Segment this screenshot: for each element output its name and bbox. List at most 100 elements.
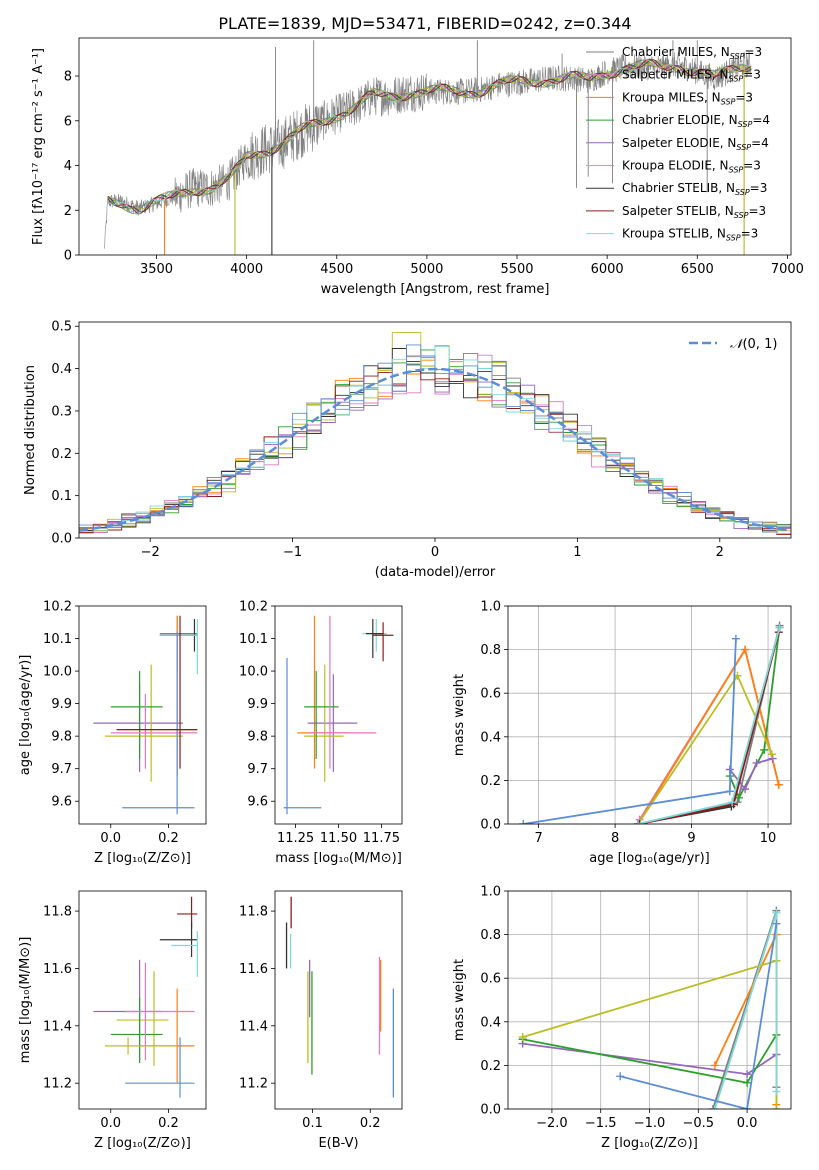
x-axis-label: wavelength [Angstrom, rest frame] — [321, 282, 550, 297]
panel-residuals: −2 −1 0 1 2 0.0 0.1 0.2 0.3 0.4 0.5 (data-model)/er… — [23, 320, 792, 580]
plot-area — [285, 896, 394, 1098]
y-tick-label: 10.1 — [43, 632, 72, 647]
y-tick-label: 10.0 — [239, 665, 268, 680]
y-axis-label: Normed distribution — [23, 365, 38, 495]
x-tick-label: 4000 — [230, 262, 263, 277]
x-tick-label: 0.2 — [360, 1116, 381, 1131]
model-line — [107, 58, 752, 215]
y-tick-label: 6 — [64, 114, 72, 129]
x-axis-label: E(B-V) — [318, 1136, 358, 1151]
plot-area — [93, 896, 198, 1098]
panel-age_vs_mass: 11.25 11.50 11.75 9.6 9.7 9.8 9.9 10.0 10.1 10.2 m… — [239, 600, 403, 866]
panel-massweight_vs_age: 7 8 9 10 0.0 0.2 0.4 0.6 0.8 1.0 age [log₁₀(age/yr… — [452, 600, 792, 866]
y-axis-label: mass weight — [452, 959, 467, 1041]
x-tick-label: −2 — [141, 545, 160, 560]
weight-marker — [725, 787, 734, 796]
weight-marker — [734, 793, 743, 802]
plot-area — [104, 40, 752, 255]
x-tick-label: −1.0 — [634, 1116, 666, 1131]
plot-area — [518, 906, 781, 1109]
y-tick-label: 4 — [64, 159, 72, 174]
y-tick-label: 9.7 — [51, 762, 72, 777]
axes-frame — [78, 37, 792, 256]
x-tick-label: 3500 — [140, 262, 173, 277]
weight-marker — [774, 780, 783, 789]
axes-frame — [507, 890, 792, 1110]
weight-line — [714, 912, 778, 1109]
x-tick-label: 0 — [431, 545, 439, 560]
y-tick-label: 0.2 — [480, 774, 501, 789]
legend-entry: Salpeter MILES, NSSP=3 — [622, 68, 761, 84]
weight-marker — [710, 1061, 719, 1070]
panel-spectrum: 3500 4000 4500 5000 5500 6000 6500 7000 0 2 4 6 8 wav… — [31, 37, 804, 297]
y-tick-label: 0.2 — [51, 447, 72, 462]
x-axis-label: (data-model)/error — [375, 565, 496, 580]
plot-area — [79, 332, 791, 536]
y-tick-label: 1.0 — [480, 600, 501, 615]
y-tick-label: 11.2 — [239, 1077, 268, 1092]
weight-marker — [767, 750, 776, 759]
y-tick-label: 0.0 — [480, 818, 501, 833]
x-tick-label: 2 — [716, 545, 724, 560]
x-axis-label: Z [log₁₀(Z/Z⊙)] — [94, 1136, 191, 1151]
x-axis-label: Z [log₁₀(Z/Z⊙)] — [601, 1136, 698, 1151]
x-tick-label: −2.0 — [536, 1116, 568, 1131]
y-tick-label: 9.9 — [247, 697, 268, 712]
x-tick-label: 0.1 — [302, 1116, 323, 1131]
weight-marker — [741, 785, 750, 794]
x-tick-label: 0.0 — [100, 831, 121, 846]
panel-massweight_vs_Z: −2.0 −1.5 −1.0 −0.5 0.0 0.0 0.2 0.4 0.6 0.8 1.0 Z [… — [452, 885, 792, 1151]
x-tick-label: 7 — [534, 831, 542, 846]
y-tick-label: 0.4 — [480, 730, 501, 745]
y-axis-label: mass [log₁₀(M/M⊙)] — [18, 937, 33, 1064]
weight-marker — [710, 1105, 719, 1109]
x-tick-label: −1.5 — [585, 1116, 617, 1131]
weight-marker — [772, 908, 781, 917]
axes-frame — [78, 605, 207, 825]
x-tick-label: 8 — [611, 831, 619, 846]
weight-marker — [760, 745, 769, 754]
model-line — [107, 58, 752, 215]
y-tick-label: 10.1 — [239, 632, 268, 647]
x-tick-label: 0.0 — [737, 1116, 758, 1131]
x-axis-label: Z [log₁₀(Z/Z⊙)] — [94, 851, 191, 866]
legend-entry: Chabrier STELIB, NSSP=3 — [622, 181, 767, 197]
y-tick-label: 0.1 — [51, 489, 72, 504]
weight-line — [523, 638, 737, 824]
weight-marker — [616, 1072, 625, 1081]
x-tick-label: 4500 — [320, 262, 353, 277]
y-tick-label: 9.8 — [51, 730, 72, 745]
y-tick-label: 11.8 — [43, 905, 72, 920]
y-tick-label: 0.8 — [480, 928, 501, 943]
y-tick-label: 9.8 — [247, 730, 268, 745]
axes-frame — [78, 890, 207, 1110]
y-axis-label: mass weight — [452, 674, 467, 756]
weight-marker — [772, 919, 781, 928]
legend-entry: 𝒩(0, 1) — [730, 337, 777, 352]
axes-frame — [274, 605, 403, 825]
panel-mass_vs_EBV: 0.1 0.2 11.2 11.4 11.6 11.8 E(B-V) — [239, 890, 403, 1151]
y-axis-label: Flux [fλ10⁻¹⁷ erg cm⁻² s⁻¹ A⁻¹] — [31, 48, 46, 245]
y-tick-label: 11.6 — [239, 962, 268, 977]
axes-frame — [78, 321, 792, 539]
x-tick-label: 0.2 — [158, 831, 179, 846]
x-tick-label: 5500 — [500, 262, 533, 277]
y-tick-label: 11.2 — [43, 1077, 72, 1092]
x-tick-label: −1 — [283, 545, 302, 560]
legend-entry: Kroupa MILES, NSSP=3 — [622, 90, 753, 106]
axes-frame — [507, 605, 792, 825]
legend: Chabrier MILES, NSSP=3 Salpeter MILES, NS… — [586, 45, 770, 243]
x-tick-label: 1 — [573, 545, 581, 560]
legend-entry: Salpeter ELODIE, NSSP=4 — [622, 136, 769, 152]
y-tick-label: 11.4 — [239, 1019, 268, 1034]
weight-marker — [518, 1033, 527, 1042]
y-tick-label: 0.6 — [480, 687, 501, 702]
y-axis-label: age [log₁₀(age/yr)] — [18, 655, 33, 776]
y-tick-label: 2 — [64, 204, 72, 219]
x-tick-label: 0.0 — [100, 1116, 121, 1131]
legend-entry: Chabrier MILES, NSSP=3 — [622, 45, 762, 61]
y-tick-label: 0.4 — [480, 1015, 501, 1030]
x-tick-label: 11.25 — [277, 831, 314, 846]
axes-frame — [274, 890, 403, 1110]
